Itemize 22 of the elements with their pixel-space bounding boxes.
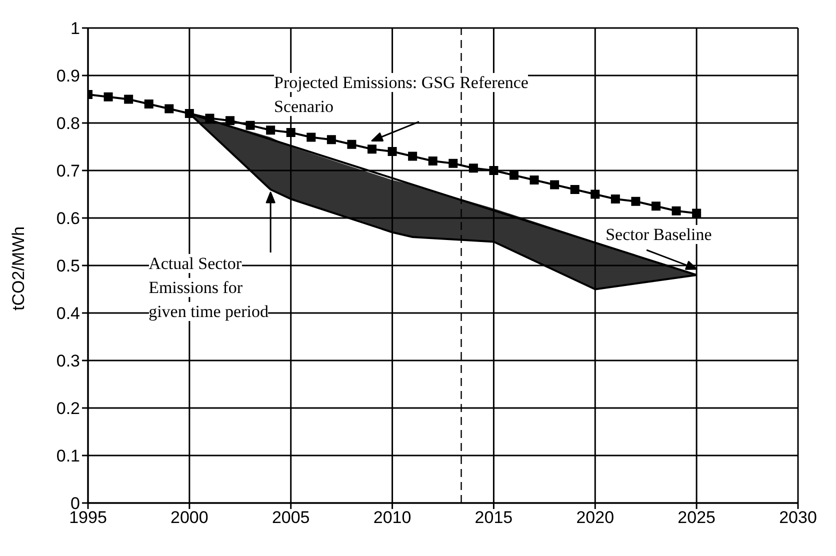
y-tick-label: 0.4 [56, 304, 80, 324]
x-tick-label: 2000 [170, 508, 208, 528]
y-tick-label: 0.6 [56, 209, 80, 228]
annotation: Actual Sector Emissions for given time period [148, 254, 268, 320]
x-tick-label: 2025 [678, 508, 716, 528]
y-tick-label: 0.3 [56, 352, 80, 371]
y-tick-label: 0.2 [56, 399, 80, 418]
y-tick-label: 0.1 [56, 446, 80, 466]
x-tick-label: 2010 [373, 508, 412, 528]
y-tick-label: 0.7 [56, 162, 80, 181]
y-tick-label: 0.9 [56, 66, 80, 86]
annotation: Sector Baseline [606, 225, 712, 244]
x-tick-label: 2005 [272, 508, 310, 528]
y-tick-label: 1 [70, 19, 80, 38]
annotation: Projected Emissions: GSG Reference Scenario [274, 72, 528, 116]
y-axis-title: tCO2/MWh [9, 226, 28, 310]
x-tick-label: 2015 [474, 508, 513, 528]
x-tick-label: 2030 [779, 508, 817, 528]
x-tick-label: 1995 [69, 508, 107, 528]
x-tick-label: 2020 [576, 508, 614, 528]
y-tick-label: 0.5 [56, 256, 80, 276]
y-tick-label: 0.8 [56, 114, 80, 134]
